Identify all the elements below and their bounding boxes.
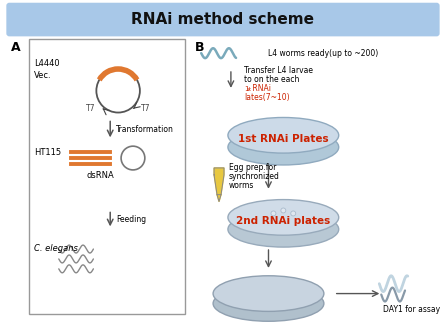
- Ellipse shape: [228, 200, 339, 235]
- Polygon shape: [214, 168, 224, 195]
- Text: RNAi: RNAi: [250, 84, 271, 93]
- Text: Transfer L4 larvae: Transfer L4 larvae: [244, 66, 313, 75]
- Text: lates(7~10): lates(7~10): [244, 93, 289, 102]
- Text: worms: worms: [229, 181, 254, 190]
- Text: Feeding: Feeding: [116, 215, 146, 224]
- FancyBboxPatch shape: [6, 3, 439, 36]
- Text: T7: T7: [86, 104, 95, 113]
- Text: 2nd RNAi plates: 2nd RNAi plates: [236, 216, 331, 226]
- Text: to on the each: to on the each: [244, 75, 299, 84]
- Text: st: st: [247, 87, 252, 92]
- Text: DAY1 for assay: DAY1 for assay: [383, 305, 440, 314]
- Text: B: B: [195, 41, 205, 54]
- Text: C. elegans: C. elegans: [34, 244, 78, 253]
- Bar: [29, 39, 185, 314]
- Text: synchronized: synchronized: [229, 172, 280, 181]
- Polygon shape: [217, 195, 221, 202]
- Circle shape: [281, 208, 286, 213]
- Text: dsRNA: dsRNA: [86, 171, 114, 180]
- Circle shape: [271, 211, 276, 216]
- Ellipse shape: [213, 286, 324, 321]
- Text: HT115: HT115: [34, 148, 61, 157]
- Ellipse shape: [228, 129, 339, 165]
- Text: 1st RNAi Plates: 1st RNAi Plates: [238, 134, 329, 144]
- Text: T7: T7: [141, 104, 151, 113]
- Ellipse shape: [213, 276, 324, 311]
- Text: Egg prep.for: Egg prep.for: [229, 163, 276, 172]
- Text: RNAi method scheme: RNAi method scheme: [131, 12, 314, 27]
- Circle shape: [291, 211, 296, 216]
- Text: L4 worms ready(up to ~200): L4 worms ready(up to ~200): [268, 49, 379, 58]
- Text: Transformation: Transformation: [116, 125, 174, 134]
- Ellipse shape: [228, 212, 339, 247]
- Text: 1: 1: [244, 86, 248, 92]
- Ellipse shape: [228, 118, 339, 153]
- Text: A: A: [11, 41, 21, 54]
- Text: L4440
Vec.: L4440 Vec.: [34, 59, 60, 80]
